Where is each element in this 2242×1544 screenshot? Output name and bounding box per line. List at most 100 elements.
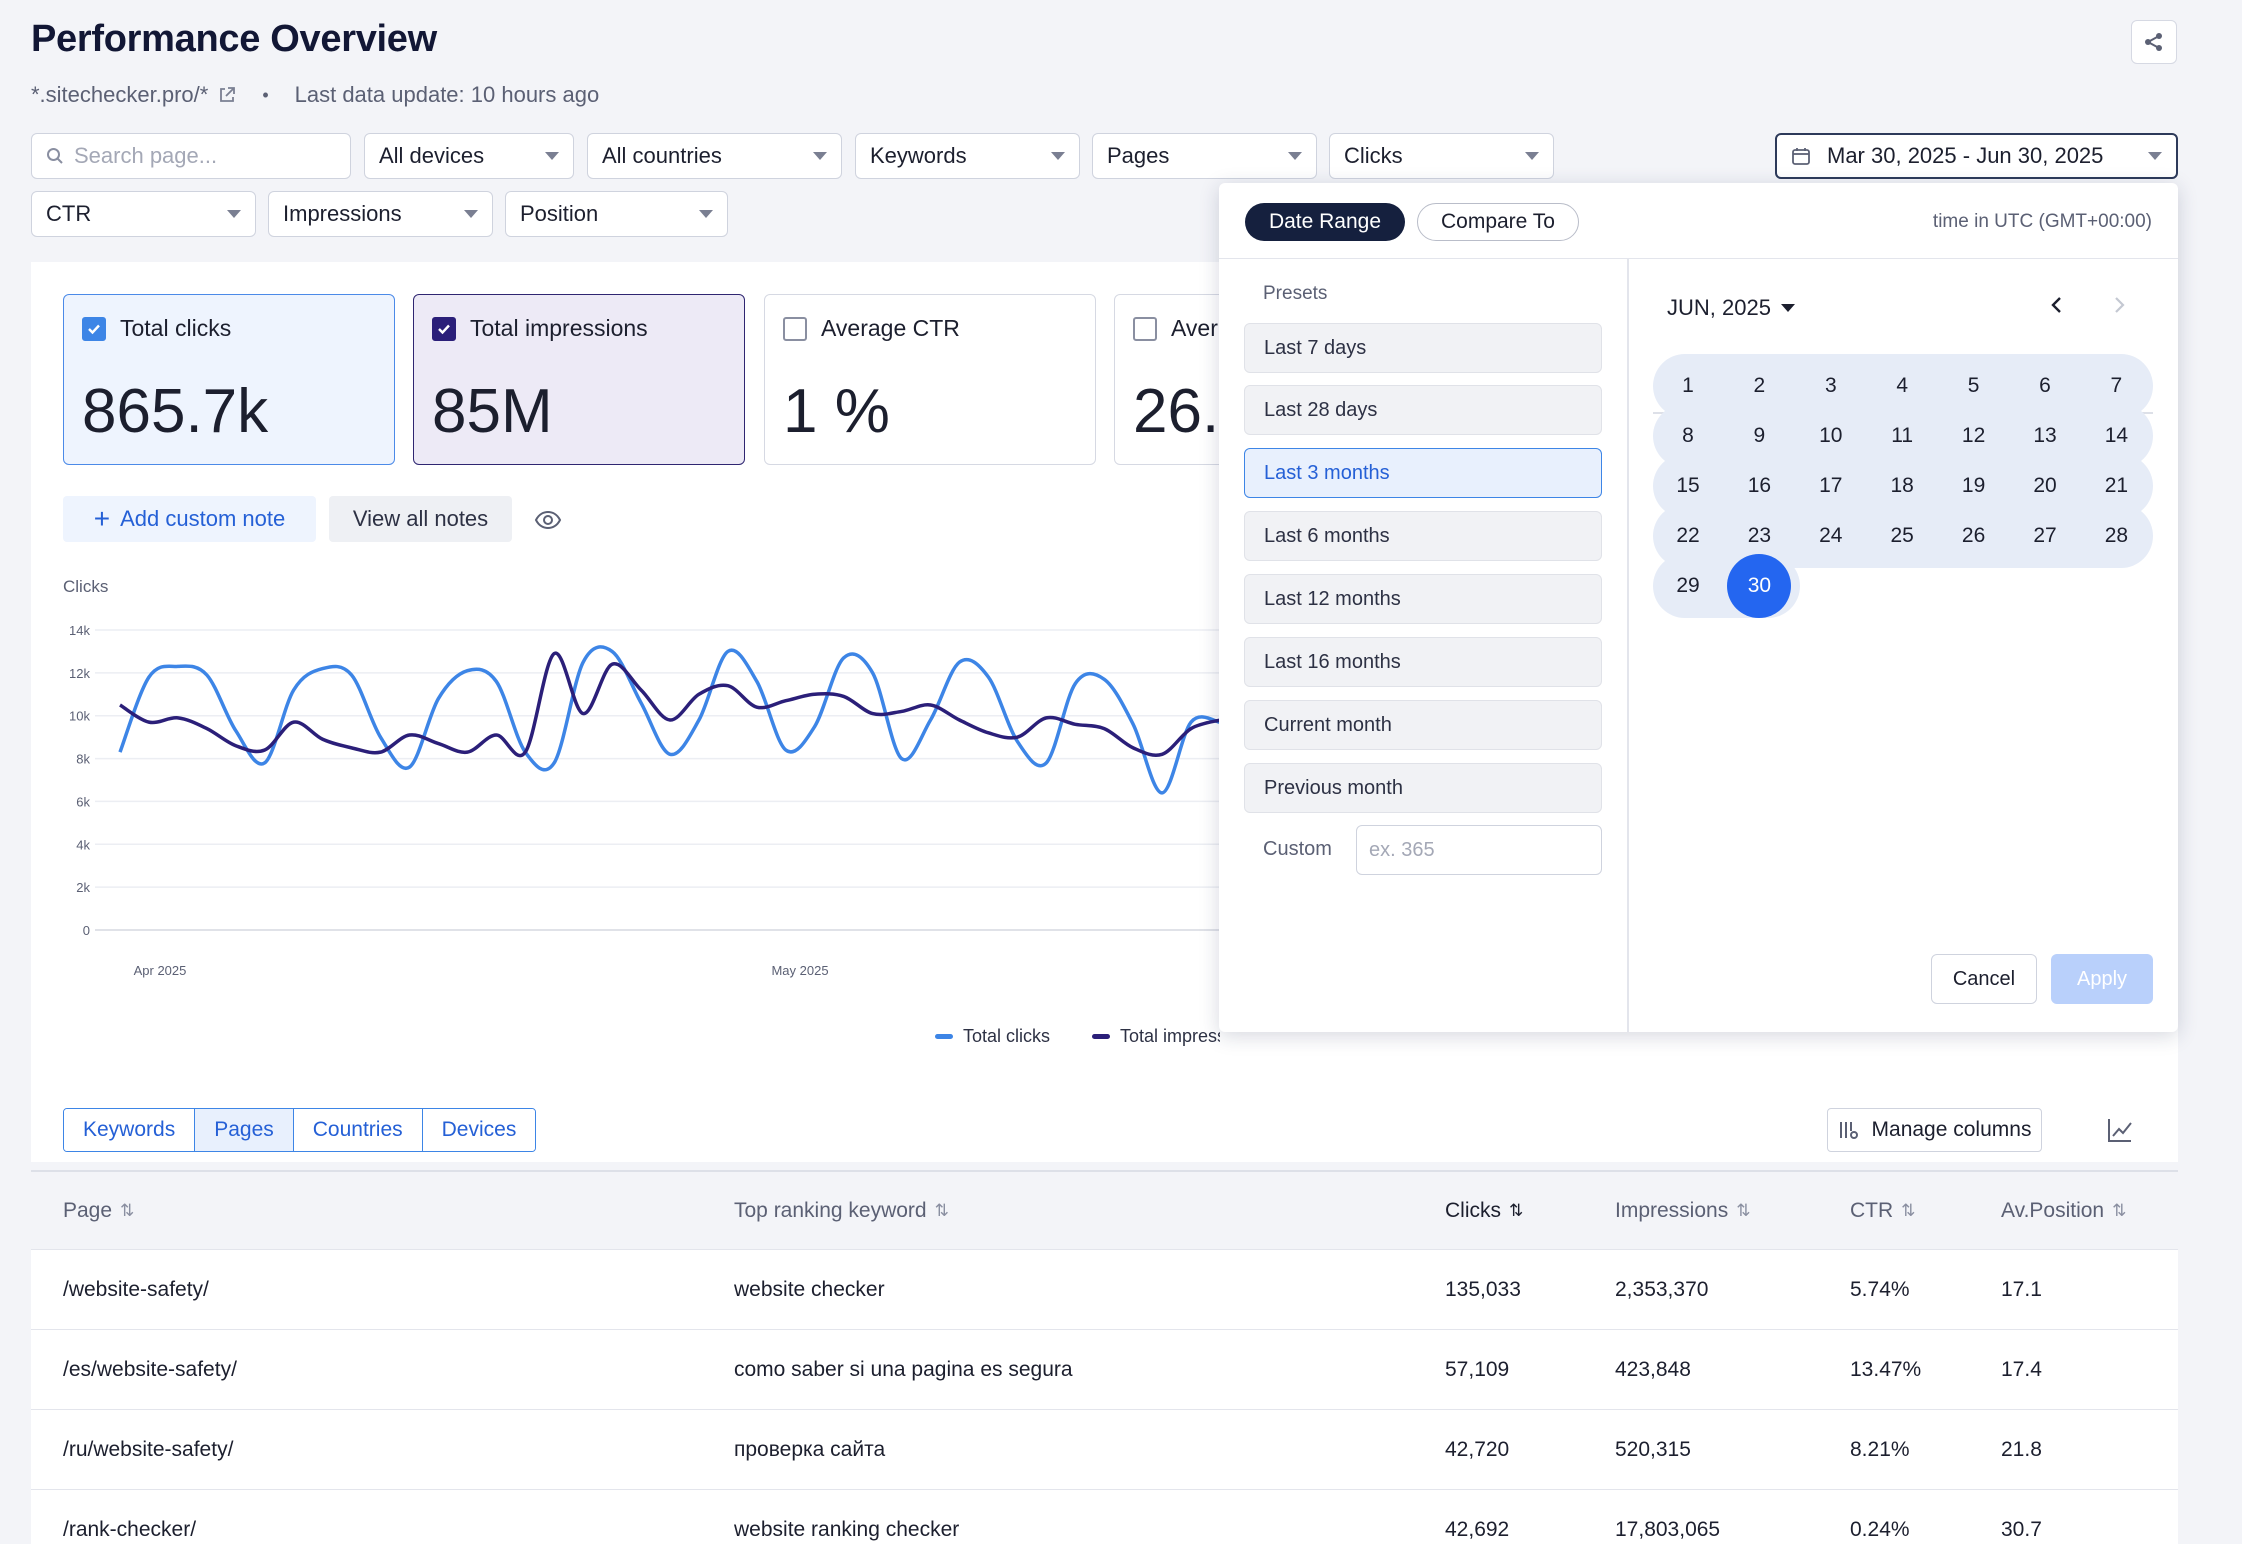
preset-previous-month[interactable]: Previous month bbox=[1244, 763, 1602, 813]
impressions-dropdown[interactable]: Impressions bbox=[268, 191, 493, 237]
calendar-day[interactable]: 18 bbox=[1890, 474, 1914, 497]
calendar-day[interactable]: 29 bbox=[1676, 574, 1700, 597]
pages-dropdown[interactable]: Pages bbox=[1092, 133, 1317, 179]
table-row[interactable]: /ru/website-safety/ проверка сайта 42,72… bbox=[31, 1410, 2178, 1490]
table-row[interactable]: /es/website-safety/ como saber si una pa… bbox=[31, 1330, 2178, 1410]
custom-days-input[interactable]: ex. 365 bbox=[1356, 825, 1602, 875]
add-custom-note-button[interactable]: + Add custom note bbox=[63, 496, 316, 542]
calendar-day[interactable]: 8 bbox=[1682, 424, 1694, 447]
dimension-tabs: Keywords Pages Countries Devices bbox=[63, 1108, 537, 1152]
date-picker-header: Date Range Compare To time in UTC (GMT+0… bbox=[1219, 183, 2178, 259]
page-title: Performance Overview bbox=[31, 18, 437, 60]
clicks-dropdown[interactable]: Clicks bbox=[1329, 133, 1554, 179]
devices-dropdown[interactable]: All devices bbox=[364, 133, 574, 179]
cell-page[interactable]: /ru/website-safety/ bbox=[63, 1437, 234, 1461]
calendar-day[interactable]: 22 bbox=[1676, 524, 1700, 547]
manage-columns-button[interactable]: Manage columns bbox=[1827, 1108, 2042, 1152]
prev-month-icon[interactable] bbox=[2047, 293, 2067, 324]
column-header-impressions[interactable]: Impressions ⇅ bbox=[1615, 1172, 1750, 1249]
checkbox-checked-icon[interactable] bbox=[432, 316, 456, 341]
calendar-day[interactable]: 23 bbox=[1747, 524, 1772, 547]
metric-card-average-ctr[interactable]: Average CTR 1 % bbox=[764, 294, 1096, 465]
calendar-day[interactable]: 1 bbox=[1682, 374, 1694, 397]
keywords-dropdown[interactable]: Keywords bbox=[855, 133, 1080, 179]
tab-devices[interactable]: Devices bbox=[422, 1109, 536, 1151]
calendar-day[interactable]: 24 bbox=[1819, 524, 1843, 547]
legend-label[interactable]: Total impressions bbox=[1120, 1026, 1220, 1046]
calendar-day[interactable]: 20 bbox=[2033, 474, 2057, 497]
calendar-day[interactable]: 9 bbox=[1753, 424, 1766, 447]
metric-card-total-impressions[interactable]: Total impressions 85M bbox=[413, 294, 745, 465]
calendar-day[interactable]: 12 bbox=[1961, 424, 1986, 447]
view-all-notes-button[interactable]: View all notes bbox=[329, 496, 512, 542]
calendar-day[interactable]: 11 bbox=[1891, 424, 1914, 447]
calendar-day[interactable]: 10 bbox=[1819, 424, 1843, 447]
calendar-day[interactable]: 2 bbox=[1753, 374, 1766, 397]
calendar-day[interactable]: 17 bbox=[1819, 474, 1843, 497]
cancel-button[interactable]: Cancel bbox=[1931, 954, 2037, 1004]
calendar-day[interactable]: 26 bbox=[1961, 524, 1986, 547]
column-header-clicks[interactable]: Clicks ⇅ bbox=[1445, 1172, 1523, 1249]
calendar-day[interactable]: 27 bbox=[2033, 524, 2057, 547]
search-input[interactable]: Search page... bbox=[31, 133, 351, 179]
metric-value: 865.7k bbox=[82, 377, 269, 446]
legend-label[interactable]: Total clicks bbox=[963, 1026, 1050, 1046]
preset-last-12-months[interactable]: Last 12 months bbox=[1244, 574, 1602, 624]
calendar-day[interactable]: 21 bbox=[2104, 474, 2129, 497]
chart-toggle-icon[interactable] bbox=[2106, 1116, 2134, 1144]
cell-page[interactable]: /rank-checker/ bbox=[63, 1517, 197, 1541]
column-header-top-ranking-keyword[interactable]: Top ranking keyword ⇅ bbox=[734, 1172, 949, 1249]
calendar-day-selected[interactable]: 30 bbox=[1727, 554, 1792, 618]
table-row[interactable]: /website-safety/ website checker 135,033… bbox=[31, 1250, 2178, 1330]
tab-keywords[interactable]: Keywords bbox=[64, 1109, 196, 1151]
preset-last-7-days[interactable]: Last 7 days bbox=[1244, 323, 1602, 373]
domain-link[interactable]: *.sitechecker.pro/* bbox=[31, 82, 209, 107]
calendar-day[interactable]: 16 bbox=[1747, 474, 1772, 497]
x-axis-ticks: Apr 2025 May 2025 bbox=[134, 963, 829, 978]
calendar-day[interactable]: 28 bbox=[2104, 524, 2129, 547]
calendar-day[interactable]: 19 bbox=[1961, 474, 1986, 497]
calendar-day[interactable]: 3 bbox=[1824, 374, 1837, 397]
preset-last-3-months[interactable]: Last 3 months bbox=[1244, 448, 1602, 498]
preset-last-28-days[interactable]: Last 28 days bbox=[1244, 385, 1602, 435]
external-link-icon[interactable] bbox=[218, 86, 236, 104]
calendar-day[interactable]: 13 bbox=[2033, 424, 2057, 447]
calendar-day[interactable]: 5 bbox=[1967, 374, 1980, 397]
countries-dropdown[interactable]: All countries bbox=[587, 133, 842, 179]
calendar-day[interactable]: 14 bbox=[2104, 424, 2129, 447]
calendar-day[interactable]: 4 bbox=[1896, 374, 1909, 397]
position-dropdown[interactable]: Position bbox=[505, 191, 728, 237]
table-row[interactable]: /rank-checker/ website ranking checker 4… bbox=[31, 1490, 2178, 1544]
countries-value: All countries bbox=[602, 143, 722, 168]
checkbox-checked-icon[interactable] bbox=[82, 316, 106, 341]
tab-date-range[interactable]: Date Range bbox=[1245, 203, 1405, 241]
calendar-day[interactable]: 7 bbox=[2110, 374, 2123, 397]
tab-compare-to[interactable]: Compare To bbox=[1417, 203, 1579, 241]
apply-button[interactable]: Apply bbox=[2051, 954, 2153, 1004]
tab-pages[interactable]: Pages bbox=[195, 1109, 294, 1151]
caret-down-icon bbox=[227, 210, 241, 218]
checkbox-unchecked-icon[interactable] bbox=[1133, 316, 1157, 341]
cell-page[interactable]: /website-safety/ bbox=[63, 1277, 209, 1301]
preset-last-16-months[interactable]: Last 16 months bbox=[1244, 637, 1602, 687]
metric-value: 1 % bbox=[783, 377, 890, 446]
cell-page[interactable]: /es/website-safety/ bbox=[63, 1357, 237, 1381]
month-selector[interactable]: JUN, 2025 bbox=[1667, 295, 1795, 321]
calendar-day[interactable]: 15 bbox=[1676, 474, 1700, 497]
share-button[interactable] bbox=[2131, 20, 2177, 64]
tab-countries[interactable]: Countries bbox=[293, 1109, 423, 1151]
calendar-day[interactable]: 25 bbox=[1890, 524, 1914, 547]
column-header-av-position[interactable]: Av.Position ⇅ bbox=[2001, 1172, 2126, 1249]
ctr-dropdown[interactable]: CTR bbox=[31, 191, 256, 237]
date-range-picker[interactable]: Mar 30, 2025 - Jun 30, 2025 bbox=[1775, 133, 2178, 179]
column-header-page[interactable]: Page ⇅ bbox=[63, 1172, 134, 1249]
column-header-ctr[interactable]: CTR ⇅ bbox=[1850, 1172, 1915, 1249]
next-month-icon[interactable] bbox=[2109, 293, 2129, 324]
preset-last-6-months[interactable]: Last 6 months bbox=[1244, 511, 1602, 561]
metric-card-total-clicks[interactable]: Total clicks 865.7k bbox=[63, 294, 395, 465]
eye-icon[interactable] bbox=[534, 506, 562, 534]
checkbox-unchecked-icon[interactable] bbox=[783, 316, 807, 341]
preset-current-month[interactable]: Current month bbox=[1244, 700, 1602, 750]
calendar-day[interactable]: 6 bbox=[2039, 374, 2051, 397]
metric-value: 26. bbox=[1133, 377, 1220, 446]
